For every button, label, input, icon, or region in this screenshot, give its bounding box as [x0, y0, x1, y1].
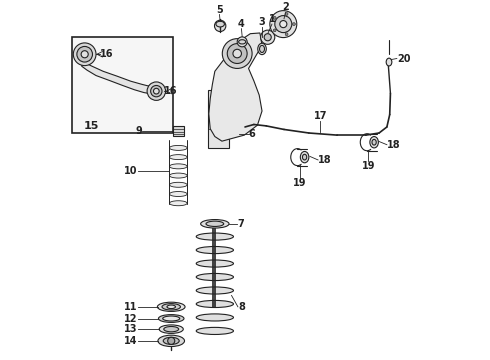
Circle shape	[168, 337, 175, 345]
Ellipse shape	[170, 145, 187, 150]
Circle shape	[285, 33, 288, 36]
Text: 16: 16	[100, 49, 114, 59]
Text: 19: 19	[293, 179, 307, 188]
Ellipse shape	[196, 233, 233, 240]
Ellipse shape	[258, 43, 266, 55]
Ellipse shape	[386, 58, 392, 66]
Ellipse shape	[196, 301, 233, 307]
Ellipse shape	[370, 136, 378, 148]
Circle shape	[293, 23, 295, 26]
Circle shape	[261, 30, 275, 44]
Ellipse shape	[170, 192, 187, 197]
Text: 1: 1	[269, 14, 275, 24]
Circle shape	[285, 13, 288, 15]
Ellipse shape	[201, 220, 229, 228]
Bar	[172, 126, 184, 136]
Text: 11: 11	[124, 302, 138, 312]
Ellipse shape	[158, 315, 184, 323]
Text: 10: 10	[124, 166, 138, 176]
Text: 18: 18	[387, 140, 400, 150]
Ellipse shape	[170, 201, 187, 206]
Ellipse shape	[158, 335, 185, 347]
Ellipse shape	[216, 21, 224, 27]
Circle shape	[77, 46, 93, 62]
Bar	[72, 36, 173, 133]
Ellipse shape	[167, 305, 175, 309]
Ellipse shape	[159, 325, 183, 333]
Text: 19: 19	[362, 161, 375, 171]
Circle shape	[147, 82, 166, 100]
Text: 2: 2	[282, 3, 289, 12]
Ellipse shape	[239, 40, 245, 44]
Ellipse shape	[196, 274, 233, 280]
Circle shape	[81, 51, 88, 58]
Circle shape	[74, 43, 96, 66]
Ellipse shape	[372, 139, 376, 145]
Ellipse shape	[300, 152, 309, 163]
Circle shape	[273, 29, 276, 32]
Circle shape	[233, 49, 242, 58]
Ellipse shape	[196, 260, 233, 267]
Circle shape	[150, 85, 162, 97]
Ellipse shape	[206, 221, 224, 226]
Bar	[208, 90, 229, 148]
Ellipse shape	[196, 314, 233, 321]
Text: 20: 20	[397, 54, 410, 63]
Ellipse shape	[231, 132, 239, 136]
Ellipse shape	[170, 182, 187, 187]
Circle shape	[215, 20, 226, 32]
Text: 14: 14	[124, 336, 138, 346]
Polygon shape	[209, 33, 262, 141]
Ellipse shape	[196, 327, 233, 334]
Text: 7: 7	[237, 219, 244, 229]
Ellipse shape	[162, 303, 180, 310]
Text: 6: 6	[248, 129, 255, 139]
Circle shape	[275, 15, 292, 33]
Text: 12: 12	[124, 314, 138, 324]
Circle shape	[227, 44, 247, 63]
Circle shape	[237, 37, 247, 47]
Text: 18: 18	[318, 155, 332, 165]
Ellipse shape	[170, 155, 187, 159]
Ellipse shape	[196, 247, 233, 253]
Ellipse shape	[163, 337, 179, 345]
Text: 9: 9	[135, 126, 142, 136]
Ellipse shape	[157, 302, 185, 311]
Ellipse shape	[170, 164, 187, 169]
Circle shape	[270, 11, 297, 37]
Text: 3: 3	[259, 17, 266, 27]
Ellipse shape	[302, 154, 307, 160]
Circle shape	[153, 88, 159, 94]
Circle shape	[273, 17, 276, 19]
Text: 17: 17	[314, 111, 327, 121]
Text: 8: 8	[238, 302, 245, 312]
Text: 13: 13	[124, 324, 138, 334]
Ellipse shape	[196, 287, 233, 294]
Circle shape	[280, 21, 287, 28]
Ellipse shape	[170, 173, 187, 178]
Ellipse shape	[163, 316, 180, 321]
Circle shape	[264, 34, 271, 41]
Text: 4: 4	[238, 19, 245, 29]
Circle shape	[222, 39, 252, 68]
Text: 16: 16	[164, 86, 178, 96]
Polygon shape	[81, 61, 158, 94]
Text: 5: 5	[216, 5, 223, 14]
Ellipse shape	[260, 45, 265, 53]
Text: 15: 15	[84, 121, 99, 131]
Ellipse shape	[164, 327, 179, 332]
